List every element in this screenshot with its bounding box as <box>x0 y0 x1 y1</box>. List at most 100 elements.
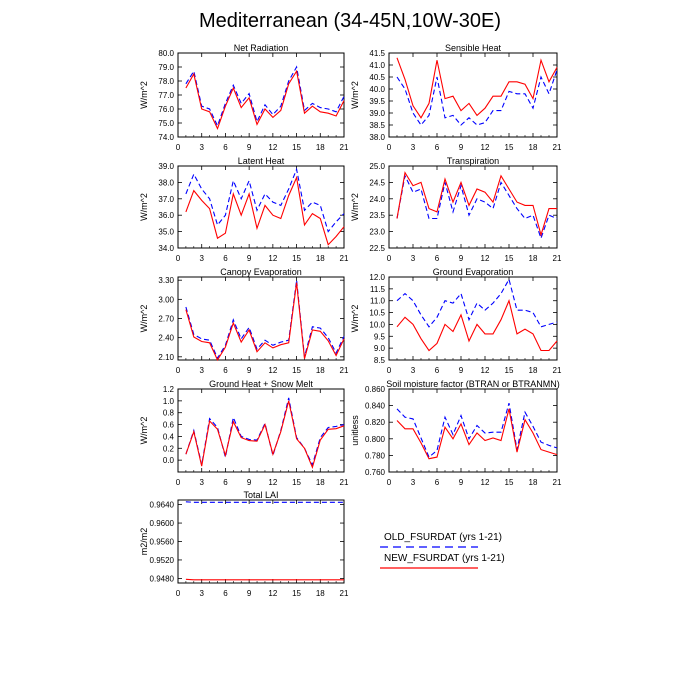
series-line-old <box>185 65 345 128</box>
panel-7: Ground Heat + Snow Melt W/m^2 0 3 6 9 12 15 18 21… <box>139 379 349 487</box>
panel-title: Canopy Evaporation <box>220 267 302 277</box>
x-tick-label: 6 <box>223 366 228 375</box>
y-tick-label: 39.5 <box>369 97 385 106</box>
series-line-new <box>185 175 345 246</box>
y-tick-label: 41.5 <box>369 49 385 58</box>
y-tick-label: 40.0 <box>369 85 385 94</box>
y-tick-label: 35.0 <box>158 228 174 237</box>
y-tick-label: 2.10 <box>158 353 174 362</box>
x-tick-label: 18 <box>316 366 325 375</box>
y-tick-label: 39.0 <box>369 109 385 118</box>
series-line-new <box>396 171 557 237</box>
y-tick-label: 0.9600 <box>150 519 175 528</box>
y-tick-label: 9.5 <box>374 332 386 341</box>
y-tick-label: 0.9520 <box>150 556 175 565</box>
x-tick-label: 6 <box>435 143 440 152</box>
x-tick-label: 3 <box>199 589 204 598</box>
x-tick-label: 12 <box>268 478 277 487</box>
series-line-old <box>396 277 558 328</box>
x-tick-label: 0 <box>176 478 181 487</box>
x-tick-label: 18 <box>529 143 538 152</box>
x-tick-label: 21 <box>340 366 349 375</box>
y-tick-label: 11.0 <box>370 297 386 306</box>
y-tick-label: 3.30 <box>158 276 174 285</box>
x-tick-label: 21 <box>553 478 562 487</box>
x-tick-label: 3 <box>199 143 204 152</box>
y-tick-label: 0.6 <box>163 421 175 430</box>
x-tick-label: 18 <box>316 478 325 487</box>
x-tick-label: 15 <box>505 478 514 487</box>
y-axis-label: W/m^2 <box>350 81 360 109</box>
x-tick-label: 0 <box>387 254 392 263</box>
x-tick-label: 3 <box>411 254 416 263</box>
plot-frame <box>388 276 558 361</box>
y-tick-label: 0.780 <box>365 451 386 460</box>
y-tick-label: 10.5 <box>369 309 385 318</box>
x-tick-label: 0 <box>176 589 181 598</box>
panel-title: Ground Evaporation <box>433 267 514 277</box>
x-tick-label: 0 <box>387 366 392 375</box>
y-tick-label: 36.0 <box>158 211 174 220</box>
y-tick-label: 0.9640 <box>150 501 175 510</box>
series-line-new <box>185 69 345 131</box>
y-tick-label: 0.800 <box>365 435 386 444</box>
y-tick-label: 41.0 <box>369 61 385 70</box>
y-tick-label: 22.5 <box>369 244 385 253</box>
x-tick-label: 15 <box>292 254 301 263</box>
x-tick-label: 15 <box>292 589 301 598</box>
plot-frame <box>388 388 558 473</box>
y-tick-label: 12.0 <box>369 273 385 282</box>
panel-1: Net Radiation W/m^2 0 3 6 9 12 15 18 21 74.0 75.0 76… <box>139 43 349 152</box>
plot-frame <box>177 165 345 249</box>
x-tick-label: 6 <box>435 366 440 375</box>
y-tick-label: 25.0 <box>369 162 385 171</box>
panel-9: Total LAI m2/m2 0 3 6 9 12 15 18 21 0.9480 0.9520 0.… <box>139 490 349 598</box>
y-tick-label: 76.0 <box>158 105 174 114</box>
legend-old-label: OLD_FSURDAT (yrs 1-21) <box>384 532 502 543</box>
x-tick-label: 21 <box>553 366 562 375</box>
x-tick-label: 0 <box>176 254 181 263</box>
x-tick-label: 6 <box>435 478 440 487</box>
x-tick-label: 6 <box>223 589 228 598</box>
x-tick-label: 9 <box>459 366 464 375</box>
series-line-new <box>185 400 345 469</box>
y-tick-label: 38.5 <box>369 121 385 130</box>
x-tick-label: 0 <box>176 366 181 375</box>
x-tick-label: 12 <box>268 143 277 152</box>
y-tick-label: 0.9480 <box>150 574 175 583</box>
y-tick-label: 0.9560 <box>150 538 175 547</box>
y-tick-label: 23.5 <box>369 211 385 220</box>
x-tick-label: 9 <box>247 589 252 598</box>
y-tick-label: 40.5 <box>369 73 385 82</box>
y-tick-label: 38.0 <box>158 178 174 187</box>
panel-title: Transpiration <box>447 156 499 166</box>
x-tick-label: 3 <box>411 143 416 152</box>
x-tick-label: 9 <box>459 478 464 487</box>
series-line-old <box>396 69 558 126</box>
series-line-old <box>396 174 558 240</box>
x-tick-label: 9 <box>247 254 252 263</box>
series-line-new <box>396 57 558 119</box>
y-axis-label: W/m^2 <box>139 417 149 445</box>
figure-legend: OLD_FSURDAT (yrs 1-21) NEW_FSURDAT (yrs … <box>380 532 505 569</box>
x-tick-label: 0 <box>387 143 392 152</box>
panel-title: Net Radiation <box>234 43 289 53</box>
panel-4: Transpiration W/m^2 0 3 6 9 12 15 18 21 22.5 23.0 23… <box>350 156 562 263</box>
x-tick-label: 12 <box>481 143 490 152</box>
y-tick-label: 0.760 <box>365 468 386 477</box>
x-tick-label: 15 <box>292 366 301 375</box>
y-axis-label: unitless <box>350 415 360 446</box>
series-line-new <box>185 282 345 362</box>
series-line-old <box>185 397 345 467</box>
series-line-old <box>185 280 345 360</box>
x-tick-label: 12 <box>268 366 277 375</box>
plot-frame <box>177 52 345 138</box>
x-tick-label: 21 <box>553 254 562 263</box>
x-tick-label: 21 <box>340 478 349 487</box>
series-line-new <box>185 578 344 581</box>
x-tick-label: 3 <box>411 366 416 375</box>
y-tick-label: 78.0 <box>158 77 174 86</box>
legend-new-label: NEW_FSURDAT (yrs 1-21) <box>384 553 505 564</box>
plot-frame <box>177 499 345 584</box>
x-tick-label: 12 <box>481 366 490 375</box>
